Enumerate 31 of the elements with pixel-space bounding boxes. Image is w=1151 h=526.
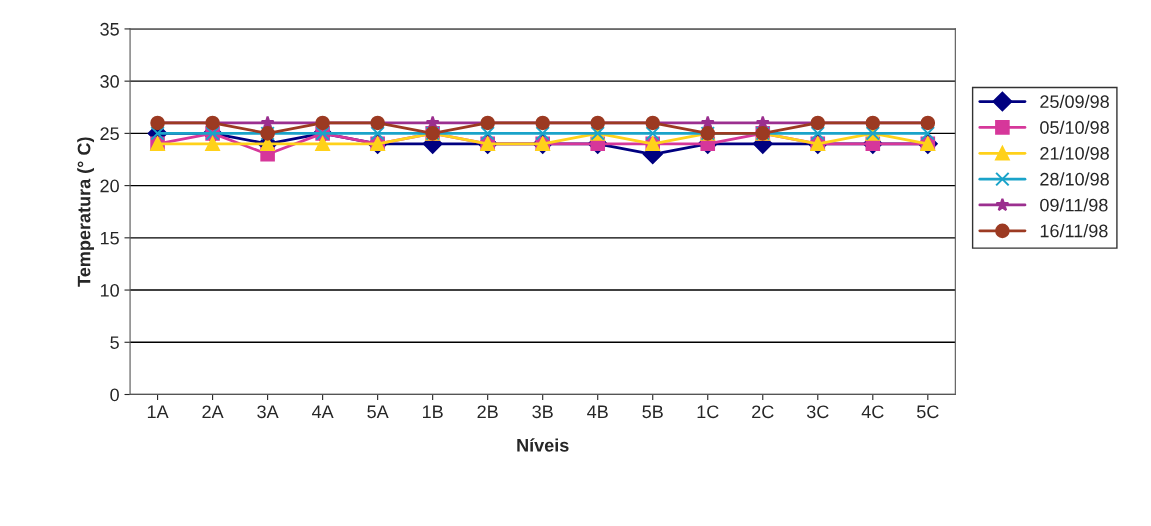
- x-tick-label: 2B: [477, 405, 498, 418]
- x-tick-label: 3B: [532, 405, 553, 419]
- x-axis-title: Níveis: [517, 438, 569, 452]
- legend-label: 05/10/98: [1040, 120, 1109, 134]
- legend-label: 09/11/98: [1040, 198, 1108, 212]
- x-tick-label: 4C: [861, 405, 884, 419]
- x-tick-label: 5C: [917, 405, 939, 419]
- y-tick-label: 25: [100, 127, 119, 141]
- legend-label: 28/10/98: [1040, 172, 1109, 186]
- x-tick-label: 5A: [367, 405, 389, 419]
- y-tick-label: 10: [100, 283, 119, 297]
- x-tick-label: 1B: [423, 405, 443, 418]
- legend-label: 25/09/98: [1040, 94, 1109, 109]
- y-tick-label: 35: [100, 22, 119, 36]
- y-axis-title: Temperatura (° C): [77, 137, 95, 287]
- x-tick-label: 4A: [312, 405, 334, 418]
- x-tick-label: 4B: [587, 405, 608, 418]
- x-tick-label: 1A: [147, 405, 169, 418]
- x-tick-label: 2C: [752, 405, 774, 419]
- y-tick-label: 15: [100, 231, 119, 245]
- x-tick-label: 1C: [697, 405, 719, 419]
- x-tick-label: 5B: [642, 405, 663, 419]
- y-tick-label: 5: [110, 336, 119, 349]
- y-tick-label: 0: [110, 388, 119, 402]
- legend-label: 21/10/98: [1040, 146, 1109, 160]
- x-tick-label: 2A: [202, 405, 224, 418]
- legend-label: 16/11/98: [1040, 224, 1108, 238]
- y-tick-label: 20: [100, 179, 119, 193]
- x-tick-label: 3A: [257, 405, 279, 419]
- x-tick-label: 3C: [806, 405, 829, 419]
- y-tick-label: 30: [100, 75, 119, 88]
